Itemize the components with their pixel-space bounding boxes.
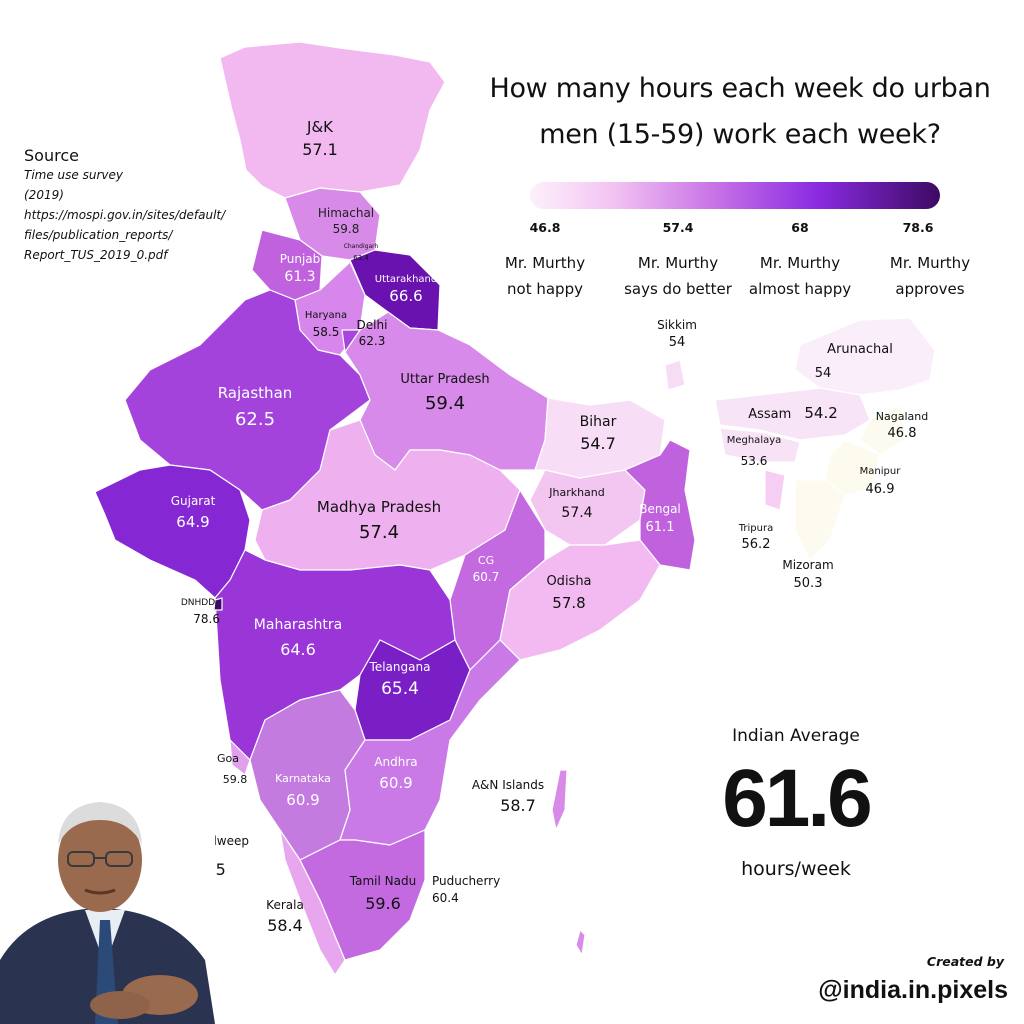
label-nagaland: Nagaland 46.8 bbox=[875, 410, 929, 441]
label-sikkim: Sikkim 54 bbox=[657, 318, 697, 350]
average-value: 61.6 bbox=[722, 753, 873, 844]
label-madhya-pradesh: Madhya Pradesh 57.4 bbox=[316, 498, 442, 543]
label-punjab: Punjab 61.3 bbox=[279, 252, 321, 285]
label-himachal: Himachal 59.8 bbox=[317, 206, 375, 236]
source-line: files/publication_reports/ bbox=[24, 228, 173, 242]
label-puducherry: Puducherry 60.4 bbox=[432, 874, 501, 905]
label-tripura: Tripura 56.2 bbox=[738, 523, 774, 552]
label-arunachal-value: 54 bbox=[814, 366, 832, 381]
region-goa bbox=[229, 739, 251, 776]
legend-caption-4: Mr. Murthy approves bbox=[889, 254, 971, 298]
region-dnhdd bbox=[213, 597, 223, 611]
region-jharkhand bbox=[529, 469, 646, 546]
portrait-image bbox=[0, 790, 215, 1024]
average-label: Indian Average bbox=[732, 726, 860, 746]
region-an-islands bbox=[551, 769, 568, 831]
title-line-2: men (15-59) work each week? bbox=[539, 119, 941, 150]
label-rajasthan: Rajasthan 62.5 bbox=[217, 384, 293, 430]
label-arunachal: Arunachal bbox=[827, 342, 893, 357]
region-tripura bbox=[764, 469, 786, 511]
region-arunachal bbox=[794, 317, 936, 396]
label-cg: CG 60.7 bbox=[472, 554, 500, 584]
label-gujarat: Gujarat 64.9 bbox=[170, 494, 216, 531]
source-line: Time use survey bbox=[24, 168, 123, 182]
region-bengal bbox=[624, 439, 696, 571]
region-jk bbox=[219, 41, 446, 199]
region-nagaland bbox=[859, 404, 906, 456]
label-andhra: Andhra 60.9 bbox=[374, 755, 418, 792]
label-uttarakhand: Uttarakhand 66.6 bbox=[374, 274, 438, 305]
label-uttar-pradesh: Uttar Pradesh 59.4 bbox=[400, 372, 490, 414]
legend-tick-2: 57.4 bbox=[662, 220, 694, 235]
source-heading: Source bbox=[24, 146, 79, 165]
legend-caption-3: Mr. Murthy almost happy bbox=[748, 254, 852, 298]
legend-color-scale bbox=[530, 182, 940, 209]
label-odisha: Odisha 57.8 bbox=[546, 574, 592, 612]
source-line: (2019) bbox=[24, 188, 64, 202]
label-delhi: Delhi 62.3 bbox=[356, 318, 388, 348]
label-manipur: Manipur 46.9 bbox=[859, 466, 901, 497]
source-line: Report_TUS_2019_0.pdf bbox=[24, 248, 168, 262]
region-tamilnadu bbox=[299, 829, 426, 961]
credit-label: Created by bbox=[926, 954, 1004, 969]
title-line-1: How many hours each week do urban bbox=[489, 73, 991, 104]
credit-handle: @india.in.pixels bbox=[818, 976, 1008, 1004]
legend-caption-2: Mr. Murthy says do better bbox=[624, 254, 732, 298]
label-chandigarh: Chandigarh 63.4 bbox=[343, 243, 379, 262]
label-maharashtra: Maharashtra 64.6 bbox=[253, 617, 343, 659]
region-gujarat bbox=[94, 464, 251, 599]
legend-tick-min: 46.8 bbox=[529, 220, 561, 235]
label-telangana: Telangana 65.4 bbox=[369, 660, 431, 699]
label-haryana: Haryana 58.5 bbox=[304, 310, 348, 339]
region-sikkim bbox=[664, 359, 686, 391]
region-meghalaya bbox=[719, 427, 801, 463]
legend-tick-max: 78.6 bbox=[902, 220, 934, 235]
source-line: https://mospi.gov.in/sites/default/ bbox=[24, 208, 226, 222]
label-dnhdd: DNHDD 78.6 bbox=[180, 598, 220, 626]
label-bihar: Bihar 54.7 bbox=[579, 414, 617, 453]
label-tamil-nadu: Tamil Nadu 59.6 bbox=[349, 874, 417, 913]
label-assam: Assam 54.2 bbox=[748, 404, 838, 422]
label-an-islands: A&N Islands 58.7 bbox=[471, 778, 545, 815]
label-mizoram: Mizoram 50.3 bbox=[782, 558, 834, 591]
label-jharkhand: Jharkhand 57.4 bbox=[549, 486, 605, 521]
legend-tick-3: 68 bbox=[791, 220, 809, 235]
label-jk: J&K 57.1 bbox=[302, 118, 338, 159]
label-bengal: Bengal 61.1 bbox=[639, 502, 681, 535]
region-assam bbox=[714, 387, 871, 441]
page-title: How many hours each week do urban men (1… bbox=[440, 66, 1024, 158]
label-karnataka: Karnataka 60.9 bbox=[275, 772, 331, 809]
region-mizoram bbox=[794, 479, 846, 561]
region-odisha bbox=[499, 539, 661, 661]
region-an-islands-south bbox=[575, 929, 586, 956]
average-unit: hours/week bbox=[741, 858, 851, 880]
legend-caption-1: Mr. Murthy not happy bbox=[504, 254, 586, 298]
label-kerala: Kerala 58.4 bbox=[266, 898, 304, 935]
source-block: Source Time use survey (2019) https://mo… bbox=[24, 146, 264, 265]
label-meghalaya: Meghalaya 53.6 bbox=[726, 435, 782, 468]
label-goa: Goa 59.8 bbox=[217, 752, 248, 786]
